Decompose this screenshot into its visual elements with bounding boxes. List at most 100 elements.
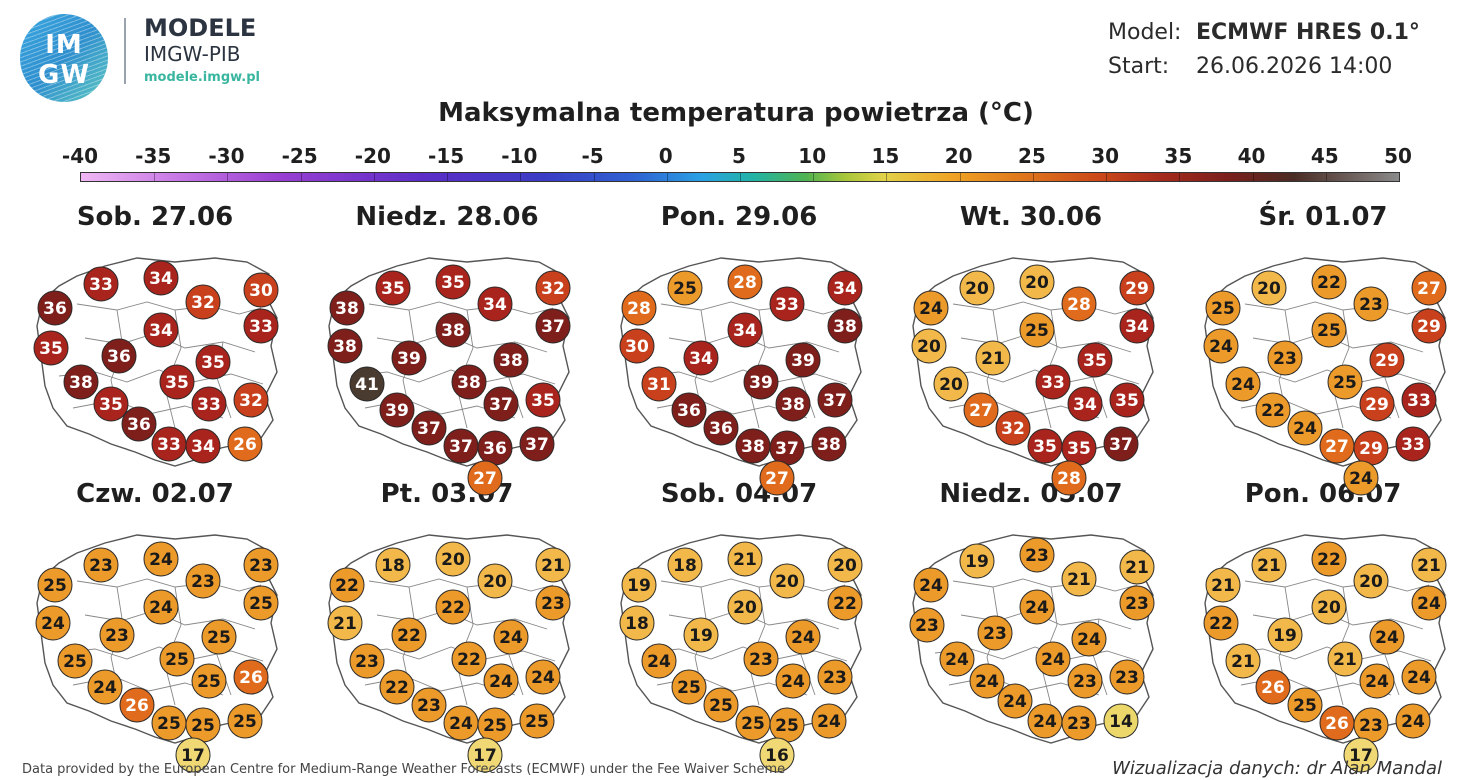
scale-tick-mark	[520, 173, 522, 181]
brand-url[interactable]: modele.imgw.pl	[144, 70, 260, 85]
temperature-marker	[1077, 342, 1113, 378]
temperature-value: 24	[945, 650, 969, 670]
temperature-marker	[811, 426, 847, 462]
temperature-value: 36	[709, 419, 733, 439]
temperature-marker	[525, 659, 561, 695]
temperature-marker	[959, 543, 995, 579]
temperature-value: 23	[541, 594, 565, 614]
temperature-marker	[375, 270, 411, 306]
temperature-marker	[1369, 342, 1405, 378]
temperature-marker	[1251, 547, 1287, 583]
temperature-marker	[1019, 312, 1055, 348]
temperature-value: 37	[417, 419, 441, 439]
temperature-marker	[233, 382, 269, 418]
temperature-marker	[1119, 270, 1155, 306]
temperature-value: 27	[765, 469, 789, 489]
scale-tick-mark	[1032, 173, 1034, 181]
temperature-value: 23	[1359, 295, 1383, 315]
temperature-value: 21	[733, 550, 757, 570]
temperature-value: 24	[1231, 375, 1255, 395]
temperature-value: 39	[791, 351, 815, 371]
temperature-marker	[1051, 460, 1087, 496]
temperature-value: 24	[781, 672, 805, 692]
temperature-marker	[191, 386, 227, 422]
region-border	[642, 369, 848, 385]
temperature-value: 25	[1333, 373, 1357, 393]
temperature-marker	[667, 270, 703, 306]
temperature-value: 24	[1401, 712, 1425, 732]
temperature-marker	[201, 619, 237, 655]
temperature-marker	[621, 290, 657, 326]
temperature-marker	[827, 308, 863, 344]
temperature-value: 25	[157, 714, 181, 734]
temperature-marker	[1071, 621, 1107, 657]
temperature-marker	[243, 585, 279, 621]
temperature-value: 25	[233, 712, 257, 732]
temperature-marker	[327, 328, 363, 364]
scale-tick-mark	[1325, 173, 1327, 181]
scale-tick-mark	[593, 173, 595, 181]
temperature-marker	[159, 641, 195, 677]
region-border	[1226, 369, 1432, 385]
logo-text-top: IM	[45, 30, 83, 60]
temperature-marker	[379, 669, 415, 705]
temperature-marker	[493, 342, 529, 378]
temperature-marker	[1411, 547, 1447, 583]
temperature-value: 29	[1375, 351, 1399, 371]
day-label: Wt. 30.06	[959, 202, 1103, 232]
scale-tick-label: 0	[658, 144, 673, 168]
temperature-value: 26	[125, 696, 149, 716]
temperature-marker	[467, 460, 503, 496]
temperature-marker	[185, 284, 221, 320]
temperature-marker	[1343, 737, 1379, 773]
temperature-marker	[243, 272, 279, 308]
temperature-value: 24	[919, 576, 943, 596]
temperature-value: 21	[1417, 556, 1441, 576]
temperature-marker	[175, 737, 211, 773]
temperature-marker	[391, 340, 427, 376]
temperature-value: 24	[489, 672, 513, 692]
temperature-value: 39	[385, 401, 409, 421]
temperature-value: 24	[1041, 650, 1065, 670]
temperature-value: 24	[1407, 668, 1431, 688]
temperature-marker	[1311, 589, 1347, 625]
temperature-marker	[93, 386, 129, 422]
temperature-value: 19	[627, 576, 651, 596]
temperature-marker	[143, 541, 179, 577]
temperature-value: 22	[833, 594, 857, 614]
temperature-value: 26	[233, 435, 257, 455]
temperature-marker	[37, 567, 73, 603]
temperature-value: 20	[441, 550, 465, 570]
temperature-value: 19	[1273, 626, 1297, 646]
temperature-marker	[1255, 392, 1291, 428]
temperature-marker	[143, 260, 179, 296]
temperature-value: 23	[1067, 714, 1091, 734]
temperature-marker	[997, 683, 1033, 719]
temperature-value: 27	[473, 469, 497, 489]
day-map: 20 20 28 29 24 25 34 20 21 35 20 33 34 35 27 32 35 35 37 28	[911, 257, 1155, 496]
temperature-value: 39	[749, 373, 773, 393]
temperature-marker	[535, 270, 571, 306]
temperature-value: 35	[39, 339, 63, 359]
day-label: Czw. 02.07	[76, 479, 234, 509]
temperature-marker	[667, 547, 703, 583]
temperature-marker	[913, 290, 949, 326]
brand-title: MODELE	[144, 14, 257, 42]
temperature-marker	[37, 290, 73, 326]
temperature-marker	[451, 364, 487, 400]
temperature-marker	[641, 366, 677, 402]
temperature-marker	[391, 617, 427, 653]
temperature-value: 24	[1417, 594, 1441, 614]
temperature-marker	[1225, 366, 1261, 402]
temperature-marker	[1061, 286, 1097, 322]
scale-tick-label: 20	[944, 144, 973, 168]
temperature-marker	[535, 585, 571, 621]
temperature-marker	[743, 641, 779, 677]
temperature-value: 25	[673, 279, 697, 299]
temperature-value: 21	[1211, 576, 1235, 596]
region-border	[934, 369, 1140, 385]
scale-tick-mark	[740, 173, 741, 181]
